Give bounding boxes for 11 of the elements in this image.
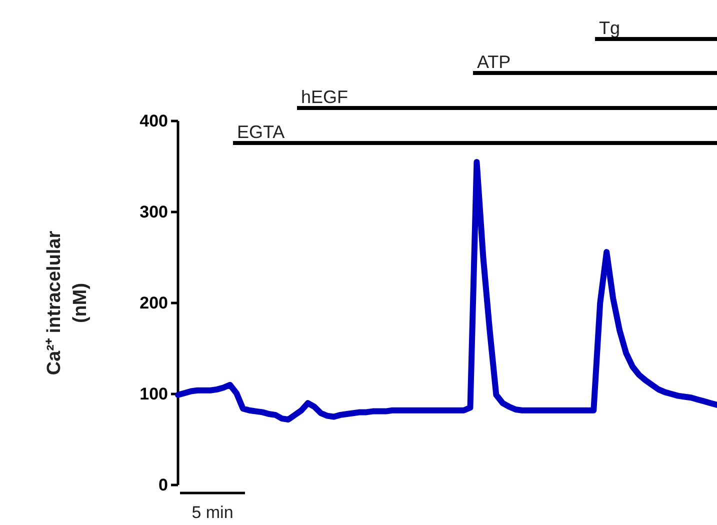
text: hEGF [301,87,348,107]
y-tick-label: 100 [140,384,168,404]
y-tick-label: 200 [140,293,168,312]
y-tick-label: 0 [158,475,168,494]
text: ATP [477,52,511,72]
text: 5 min [192,503,234,522]
text: Tg [599,18,620,38]
y-tick-label: 400 [140,111,168,130]
annotation: EGTA [237,122,285,142]
y-axis-title: Ca²⁺ intracelular (nM) [44,230,91,376]
y-tick-label: 300 [140,202,168,222]
